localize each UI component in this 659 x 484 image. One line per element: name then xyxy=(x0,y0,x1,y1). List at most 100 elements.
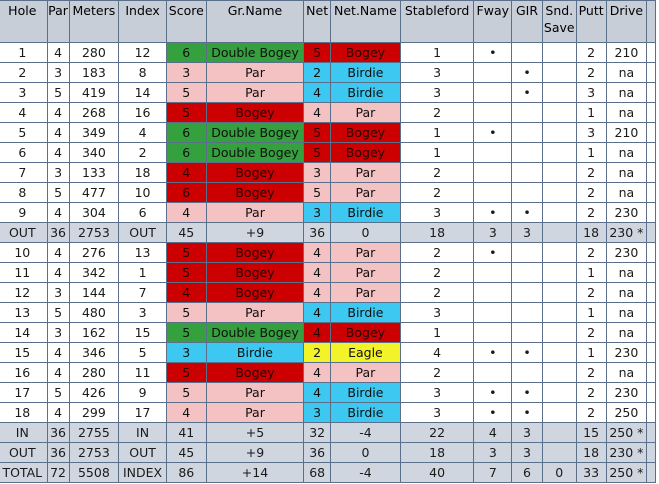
cell-fairway: • xyxy=(473,122,513,143)
cell-extra xyxy=(646,162,656,183)
cell-par: 3 xyxy=(46,322,70,343)
cell-net-name: Birdie xyxy=(330,382,401,403)
cell-gross-name: Bogey xyxy=(205,162,305,183)
cell-gross-name: Par xyxy=(205,382,305,403)
cell-meters: 2753 xyxy=(68,442,120,463)
cell-net: 68 xyxy=(303,462,332,483)
cell-gross-name: +5 xyxy=(205,422,305,443)
cell-fairway xyxy=(473,302,513,323)
cell-par: 5 xyxy=(46,82,70,103)
cell-fairway: 4 xyxy=(473,422,513,443)
cell-hole: 1 xyxy=(0,42,48,63)
cell-hole: 18 xyxy=(0,402,48,423)
cell-putts: 2 xyxy=(575,62,607,83)
cell-stableford: 1 xyxy=(399,122,475,143)
cell-index: 4 xyxy=(118,122,167,143)
cell-putts: 2 xyxy=(575,162,607,183)
cell-gir xyxy=(511,302,543,323)
scorecard-body: 1 4 280 12 6 Double Bogey 5 Bogey 1 • 2 210 2 3 183 8 3 P… xyxy=(0,42,656,483)
table-row: 9 4 304 6 4 Par 3 Birdie 3 • • 2 230 xyxy=(0,202,656,223)
header-row: Hole Par Meters Index Score Gr.Name Net … xyxy=(0,0,656,43)
cell-hole: OUT xyxy=(0,222,48,243)
cell-drive: na xyxy=(605,182,648,203)
cell-index: 11 xyxy=(118,362,167,383)
table-row: 7 3 133 18 4 Bogey 3 Par 2 2 na xyxy=(0,162,656,183)
cell-drive: 230 xyxy=(605,382,648,403)
cell-extra xyxy=(646,82,656,103)
cell-extra xyxy=(646,442,656,463)
cell-net: 4 xyxy=(303,262,332,283)
cell-drive: 210 xyxy=(605,122,648,143)
cell-extra xyxy=(646,462,656,483)
cell-gross-name: Birdie xyxy=(205,342,305,363)
cell-putts: 3 xyxy=(575,122,607,143)
cell-putts: 1 xyxy=(575,142,607,163)
cell-gir xyxy=(511,362,543,383)
cell-score: 5 xyxy=(165,322,207,343)
cell-stableford: 2 xyxy=(399,102,475,123)
cell-gross-name: Double Bogey xyxy=(205,42,305,63)
cell-meters: 480 xyxy=(68,302,120,323)
cell-net-name: Birdie xyxy=(330,202,401,223)
cell-drive: na xyxy=(605,282,648,303)
cell-score: 5 xyxy=(165,102,207,123)
cell-putts: 1 xyxy=(575,102,607,123)
cell-stableford: 3 xyxy=(399,62,475,83)
cell-index: 1 xyxy=(118,262,167,283)
cell-stableford: 22 xyxy=(399,422,475,443)
cell-sand-save xyxy=(541,382,577,403)
cell-net: 4 xyxy=(303,302,332,323)
cell-net: 3 xyxy=(303,402,332,423)
cell-gross-name: Bogey xyxy=(205,102,305,123)
cell-meters: 5508 xyxy=(68,462,120,483)
table-row: 13 5 480 3 5 Par 4 Birdie 3 1 na xyxy=(0,302,656,323)
cell-drive: 230 * xyxy=(605,442,648,463)
cell-net: 5 xyxy=(303,182,332,203)
cell-net-name: Par xyxy=(330,182,401,203)
cell-gross-name: Bogey xyxy=(205,362,305,383)
cell-score: 6 xyxy=(165,142,207,163)
cell-gross-name: Par xyxy=(205,82,305,103)
cell-net-name: Eagle xyxy=(330,342,401,363)
cell-drive: 250 * xyxy=(605,462,648,483)
cell-score: 5 xyxy=(165,82,207,103)
cell-hole: 3 xyxy=(0,82,48,103)
col-gir: GIR xyxy=(511,0,543,43)
table-row: 14 3 162 15 5 Double Bogey 4 Bogey 1 2 na xyxy=(0,322,656,343)
cell-fairway: • xyxy=(473,402,513,423)
cell-hole: IN xyxy=(0,422,48,443)
cell-drive: 250 * xyxy=(605,422,648,443)
cell-fairway: • xyxy=(473,342,513,363)
cell-par: 4 xyxy=(46,262,70,283)
cell-stableford: 3 xyxy=(399,202,475,223)
cell-sand-save xyxy=(541,102,577,123)
cell-sand-save xyxy=(541,82,577,103)
cell-drive: na xyxy=(605,62,648,83)
cell-index: 10 xyxy=(118,182,167,203)
cell-hole: 15 xyxy=(0,342,48,363)
cell-fairway: • xyxy=(473,242,513,263)
cell-net-name: Birdie xyxy=(330,302,401,323)
cell-fairway xyxy=(473,282,513,303)
cell-net-name: Par xyxy=(330,282,401,303)
cell-drive: 210 xyxy=(605,42,648,63)
cell-par: 5 xyxy=(46,182,70,203)
cell-stableford: 1 xyxy=(399,322,475,343)
cell-fairway xyxy=(473,142,513,163)
cell-putts: 2 xyxy=(575,182,607,203)
cell-extra xyxy=(646,322,656,343)
cell-par: 4 xyxy=(46,242,70,263)
cell-score: 45 xyxy=(165,222,207,243)
cell-meters: 280 xyxy=(68,362,120,383)
cell-fairway: • xyxy=(473,382,513,403)
cell-par: 4 xyxy=(46,102,70,123)
cell-gross-name: Par xyxy=(205,302,305,323)
cell-gir: 3 xyxy=(511,422,543,443)
cell-index: IN xyxy=(118,422,167,443)
cell-net: 36 xyxy=(303,442,332,463)
table-row: 12 3 144 7 4 Bogey 4 Par 2 2 na xyxy=(0,282,656,303)
cell-net: 4 xyxy=(303,82,332,103)
cell-net-name: Birdie xyxy=(330,402,401,423)
cell-net: 4 xyxy=(303,282,332,303)
cell-sand-save xyxy=(541,162,577,183)
